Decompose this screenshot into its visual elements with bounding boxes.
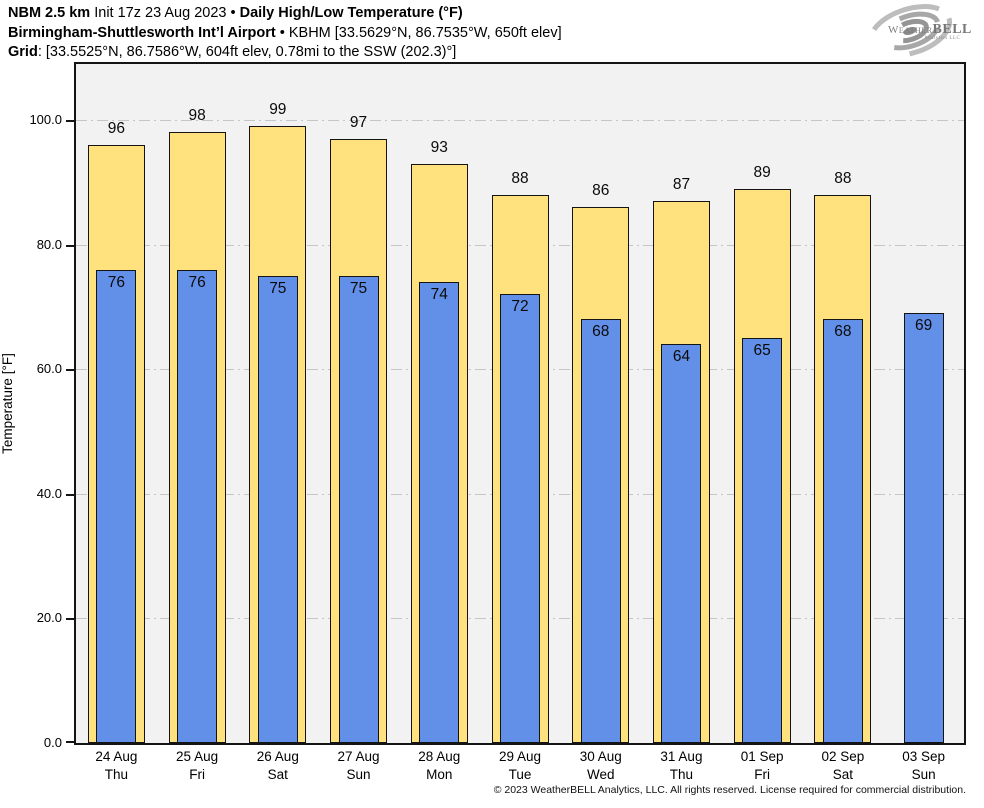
x-tick-weekday: Sat	[832, 766, 854, 782]
model-name: NBM 2.5 km	[8, 5, 91, 21]
x-tick-label: 01 Sep Fri	[722, 748, 803, 783]
y-tick-label: 40.0	[36, 485, 62, 501]
x-tick-weekday: Sun	[911, 766, 936, 782]
y-tick-mark	[66, 618, 74, 621]
x-tick-date: 28 Aug	[418, 749, 461, 764]
header-line-2: Birmingham-Shuttlesworth Int’l Airport •…	[8, 24, 562, 44]
low-bar	[257, 275, 298, 743]
x-tick-date: 01 Sep	[740, 749, 784, 764]
y-tick-mark	[66, 120, 74, 122]
x-tick-date: 31 Aug	[660, 749, 703, 764]
low-bar	[177, 269, 218, 743]
x-tick-weekday: Mon	[426, 766, 453, 782]
y-tick-mark	[66, 244, 74, 247]
x-tick-date: 03 Sep	[902, 749, 946, 764]
y-tick-label: 0.0	[43, 735, 62, 750]
x-tick-label: 26 Aug Sat	[237, 748, 318, 783]
init-time: Init 17z 23 Aug 2023 •	[90, 5, 240, 21]
high-value-label: 87	[672, 175, 691, 193]
low-bar	[822, 319, 863, 743]
x-tick-weekday: Thu	[669, 766, 694, 782]
header-line-1: NBM 2.5 km Init 17z 23 Aug 2023 • Daily …	[8, 4, 562, 24]
y-tick-label: 20.0	[36, 610, 62, 626]
y-tick-mark	[66, 741, 74, 743]
x-tick-date: 02 Sep	[821, 749, 865, 764]
x-tick-weekday: Sun	[346, 766, 371, 782]
high-value-label: 88	[834, 169, 852, 187]
x-tick-date: 29 Aug	[498, 749, 541, 764]
low-bar	[338, 275, 379, 743]
y-tick-mark	[66, 369, 74, 372]
y-tick-label: 80.0	[36, 236, 62, 252]
logo-brand: Weather	[888, 24, 933, 36]
low-bar	[742, 338, 783, 743]
low-value-label: 64	[672, 348, 691, 366]
x-tick-label: 28 Aug Mon	[399, 748, 480, 783]
low-value-label: 68	[834, 323, 852, 341]
y-tick-label: 100.0	[29, 112, 62, 127]
high-value-label: 88	[511, 169, 529, 187]
high-value-label: 86	[592, 182, 610, 200]
y-tick-mark	[66, 493, 74, 496]
x-tick-weekday: Fri	[189, 766, 205, 782]
low-value-label: 68	[592, 323, 610, 341]
chart-title: Daily High/Low Temperature (°F)	[239, 5, 463, 21]
low-value-label: 75	[349, 279, 368, 297]
x-tick-label: 24 Aug Thu	[76, 748, 157, 783]
x-tick-label: 03 Sep Sun	[883, 748, 964, 783]
plot-area: 96 76 98 76 99 75 97 75 93 74 88 72 86 68 87 64 89 65 88 68…	[74, 62, 966, 745]
station-name: Birmingham-Shuttlesworth Int’l Airport	[8, 24, 276, 41]
low-bar	[903, 313, 944, 743]
x-tick-label: 30 Aug Wed	[560, 748, 641, 783]
low-value-label: 74	[430, 285, 448, 303]
x-tick-weekday: Thu	[104, 766, 128, 782]
high-value-label: 97	[349, 113, 368, 131]
logo-brand-bold: BELL	[932, 22, 972, 37]
x-tick-weekday: Wed	[586, 766, 615, 782]
low-value-label: 75	[269, 279, 287, 297]
x-tick-label: 25 Aug Fri	[157, 748, 238, 783]
grid-label: Grid	[8, 44, 38, 60]
low-value-label: 72	[511, 298, 529, 316]
y-tick-label: 60.0	[36, 361, 62, 377]
high-value-label: 93	[430, 138, 448, 156]
x-tick-date: 25 Aug	[176, 749, 219, 764]
x-tick-weekday: Tue	[508, 766, 532, 782]
low-value-label: 76	[188, 273, 206, 291]
low-value-label: 65	[753, 342, 771, 360]
logo-tagline: Analytics LLC	[924, 36, 961, 41]
x-tick-weekday: Fri	[754, 766, 771, 782]
low-value-label: 69	[915, 317, 933, 335]
x-tick-date: 30 Aug	[579, 749, 622, 764]
low-bar	[661, 344, 702, 743]
logo-wordmark: WeatherBELL	[888, 22, 978, 38]
copyright-text: © 2023 WeatherBELL Analytics, LLC. All r…	[493, 784, 966, 796]
x-tick-label: 27 Aug Sun	[318, 748, 399, 783]
chart-header: NBM 2.5 km Init 17z 23 Aug 2023 • Daily …	[8, 4, 562, 63]
grid-coords: : [33.5525°N, 86.7586°W, 604ft elev, 0.7…	[37, 44, 457, 60]
x-tick-date: 26 Aug	[256, 749, 299, 764]
high-value-label: 89	[753, 163, 771, 181]
gridline-100	[76, 120, 964, 121]
x-tick-label: 31 Aug Thu	[641, 748, 722, 783]
weatherbell-logo: WeatherBELL Analytics LLC	[864, 2, 978, 60]
low-bar	[96, 269, 137, 743]
x-tick-date: 27 Aug	[337, 749, 380, 764]
x-tick-weekday: Sat	[267, 766, 288, 782]
low-bar	[500, 294, 540, 743]
low-bar	[419, 281, 460, 743]
y-axis-title: Temperature [°F]	[0, 353, 15, 454]
station-coords: • KBHM [33.5629°N, 86.7535°W, 650ft elev…	[275, 24, 562, 41]
high-value-label: 99	[269, 101, 287, 119]
high-value-label: 96	[107, 119, 125, 137]
x-tick-label: 02 Sep Sat	[803, 748, 884, 783]
low-bar	[580, 319, 621, 743]
x-tick-date: 24 Aug	[95, 749, 138, 764]
x-tick-label: 29 Aug Tue	[480, 748, 561, 783]
hurricane-swirl-icon	[867, 4, 953, 58]
low-value-label: 76	[107, 273, 125, 291]
high-value-label: 98	[188, 107, 206, 125]
header-line-3: Grid: [33.5525°N, 86.7586°W, 604ft elev,…	[8, 43, 562, 63]
